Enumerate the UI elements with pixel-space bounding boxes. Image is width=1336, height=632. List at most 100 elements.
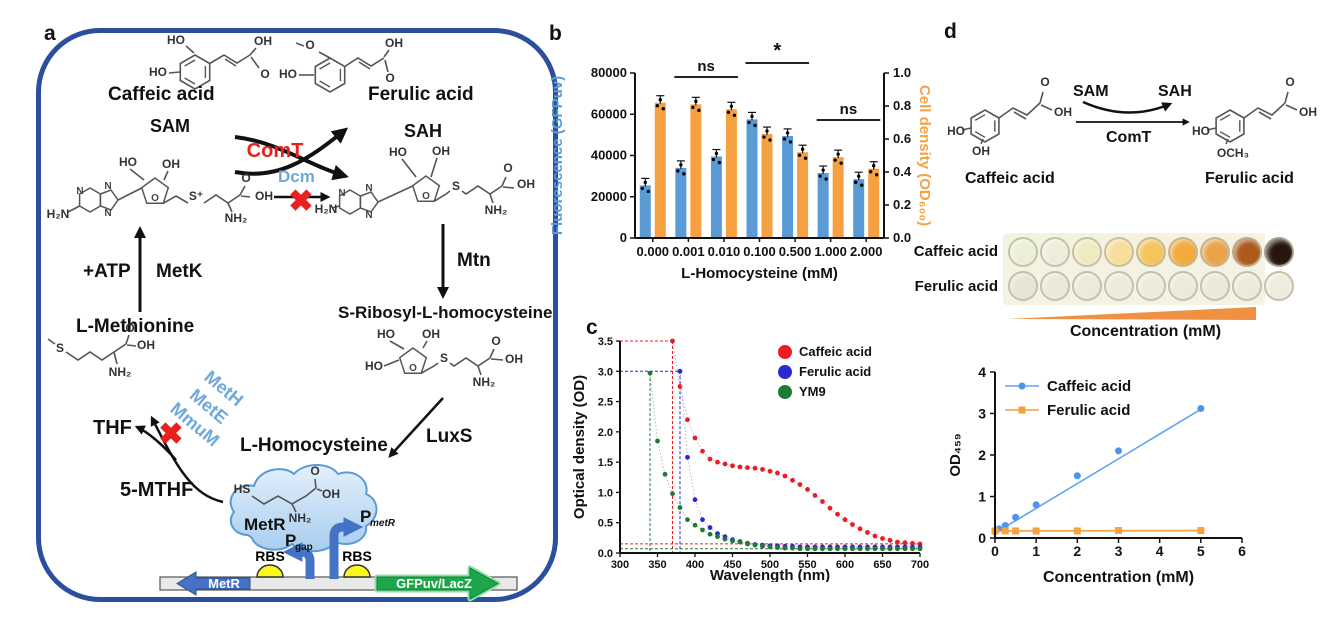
replicate-dot bbox=[732, 113, 737, 118]
x-tick-label: 4 bbox=[1156, 543, 1164, 559]
atom-label: HO bbox=[1192, 124, 1210, 138]
right-axis-label: Cell density (OD₆₀₀) bbox=[916, 85, 933, 226]
replicate-dot bbox=[818, 174, 822, 178]
replicate-dot bbox=[694, 99, 698, 104]
well-ferulic bbox=[1040, 271, 1070, 301]
significance-label: ns bbox=[840, 101, 858, 118]
absorbance-spectrum-chart: 0.0 0.5 1.0 1.5 2.0 2.5 3.0 3.5 300 350 400 450 500 5… bbox=[572, 336, 929, 582]
bar-celldensity bbox=[690, 104, 702, 238]
data-point bbox=[655, 438, 660, 444]
data-point bbox=[917, 546, 923, 552]
y-tick-label: 1.0 bbox=[893, 65, 911, 80]
x-tick-label: 550 bbox=[798, 559, 816, 571]
rbs-label: RBS bbox=[342, 548, 372, 564]
replicate-dot bbox=[661, 107, 665, 111]
x-tick-label: 1.000 bbox=[814, 244, 847, 259]
bar-fluorescence bbox=[746, 119, 758, 238]
well-caffeic bbox=[1072, 237, 1102, 267]
replicate-dot bbox=[782, 137, 787, 141]
replicate-dot bbox=[872, 164, 876, 168]
bar-celldensity bbox=[797, 152, 809, 238]
lmethionine-label: L-Methionine bbox=[76, 316, 194, 337]
replicate-dot bbox=[869, 170, 873, 174]
data-point bbox=[782, 545, 788, 551]
data-point bbox=[880, 536, 885, 541]
bar-fluorescence bbox=[817, 173, 829, 238]
atom-label: O bbox=[305, 38, 314, 52]
data-point bbox=[707, 525, 713, 530]
data-point bbox=[895, 539, 900, 545]
legend-label: Caffeic acid bbox=[799, 344, 872, 359]
replicate-dot bbox=[747, 120, 751, 125]
data-point bbox=[647, 370, 653, 376]
y-tick-label: 3.5 bbox=[598, 336, 613, 348]
panel-letter-d: d bbox=[944, 20, 957, 43]
atom-label: HO bbox=[389, 145, 407, 159]
well-ferulic bbox=[1168, 271, 1198, 301]
atom-label: NH₂ bbox=[289, 511, 312, 525]
x-tick-label: 1 bbox=[1032, 543, 1040, 559]
bar-celldensity bbox=[868, 168, 880, 238]
data-point bbox=[760, 467, 765, 472]
well-caffeic bbox=[1264, 237, 1294, 267]
caffeic-acid-structure: HO HO OH O bbox=[149, 33, 272, 90]
atom-label: O bbox=[422, 191, 430, 202]
atp-label: +ATP bbox=[83, 261, 131, 282]
panel-letter-b: b bbox=[549, 22, 562, 45]
atom-label: OH bbox=[322, 487, 340, 501]
caffeic-acid-structure: HO OH O OH bbox=[948, 75, 1072, 158]
data-point bbox=[775, 470, 780, 476]
x-tick-label: 650 bbox=[873, 559, 891, 571]
data-point bbox=[820, 499, 825, 504]
gfpuv-lacz-gene-arrow bbox=[376, 567, 500, 600]
bar-fluorescence bbox=[675, 167, 687, 238]
atom-label: NH₂ bbox=[109, 365, 132, 379]
atom-label: OH bbox=[505, 352, 523, 366]
data-point bbox=[677, 368, 683, 374]
atom-label: NH₂ bbox=[485, 203, 508, 217]
legend-marker bbox=[778, 385, 792, 399]
data-point bbox=[1001, 522, 1009, 530]
y-tick-label: 20000 bbox=[591, 189, 627, 204]
atom-label: OH bbox=[137, 338, 155, 352]
metr-protein-cloud: HS O OH NH₂ MetR bbox=[229, 464, 378, 553]
well-row-ferulic bbox=[1008, 271, 1294, 301]
x-tick-label: 700 bbox=[911, 559, 929, 571]
data-point bbox=[872, 533, 878, 539]
atom-label: OCH₃ bbox=[1217, 146, 1249, 160]
data-point bbox=[812, 493, 818, 498]
data-point bbox=[775, 545, 780, 550]
data-point bbox=[692, 497, 698, 503]
panel-letter-c: c bbox=[586, 316, 598, 339]
x-tick-label: 0.000 bbox=[637, 244, 670, 259]
comt-reaction-scheme: HO OH O OH Caffeic acid SAM SAH ComT HO … bbox=[948, 75, 1317, 187]
replicate-dot bbox=[714, 151, 719, 156]
data-point bbox=[722, 461, 728, 467]
data-point bbox=[752, 542, 758, 548]
data-point bbox=[1197, 527, 1205, 535]
sah-label: SAH bbox=[404, 121, 442, 141]
atom-label: O bbox=[491, 334, 500, 348]
replicate-dot bbox=[854, 180, 858, 184]
replicate-dot bbox=[691, 105, 695, 110]
plate-row-label-ferulic: Ferulic acid bbox=[914, 278, 998, 295]
atom-label: O bbox=[385, 71, 394, 85]
data-point bbox=[715, 534, 720, 540]
lmethionine-structure: S O OH NH₂ bbox=[47, 321, 155, 379]
pathway-diagram: HO HO OH O Caffeic acid O HO OH O Feruli… bbox=[47, 33, 552, 602]
x-tick-label: 5 bbox=[1197, 543, 1205, 559]
atom-label: O bbox=[503, 161, 512, 175]
y-tick-label: 3 bbox=[978, 406, 986, 422]
well-ferulic bbox=[1200, 271, 1230, 301]
bar-celldensity bbox=[832, 157, 844, 238]
well-ferulic bbox=[1264, 271, 1294, 301]
data-point bbox=[1001, 527, 1009, 535]
data-point bbox=[737, 539, 743, 545]
atom-label: OH bbox=[432, 144, 450, 158]
x-tick-label: 0.500 bbox=[779, 244, 812, 259]
replicate-dot bbox=[839, 161, 843, 165]
atom-label: HO bbox=[167, 33, 185, 47]
y-tick-label: 2.0 bbox=[598, 427, 613, 439]
y-tick-label: 0 bbox=[978, 530, 986, 546]
bar-celldensity bbox=[725, 109, 737, 238]
